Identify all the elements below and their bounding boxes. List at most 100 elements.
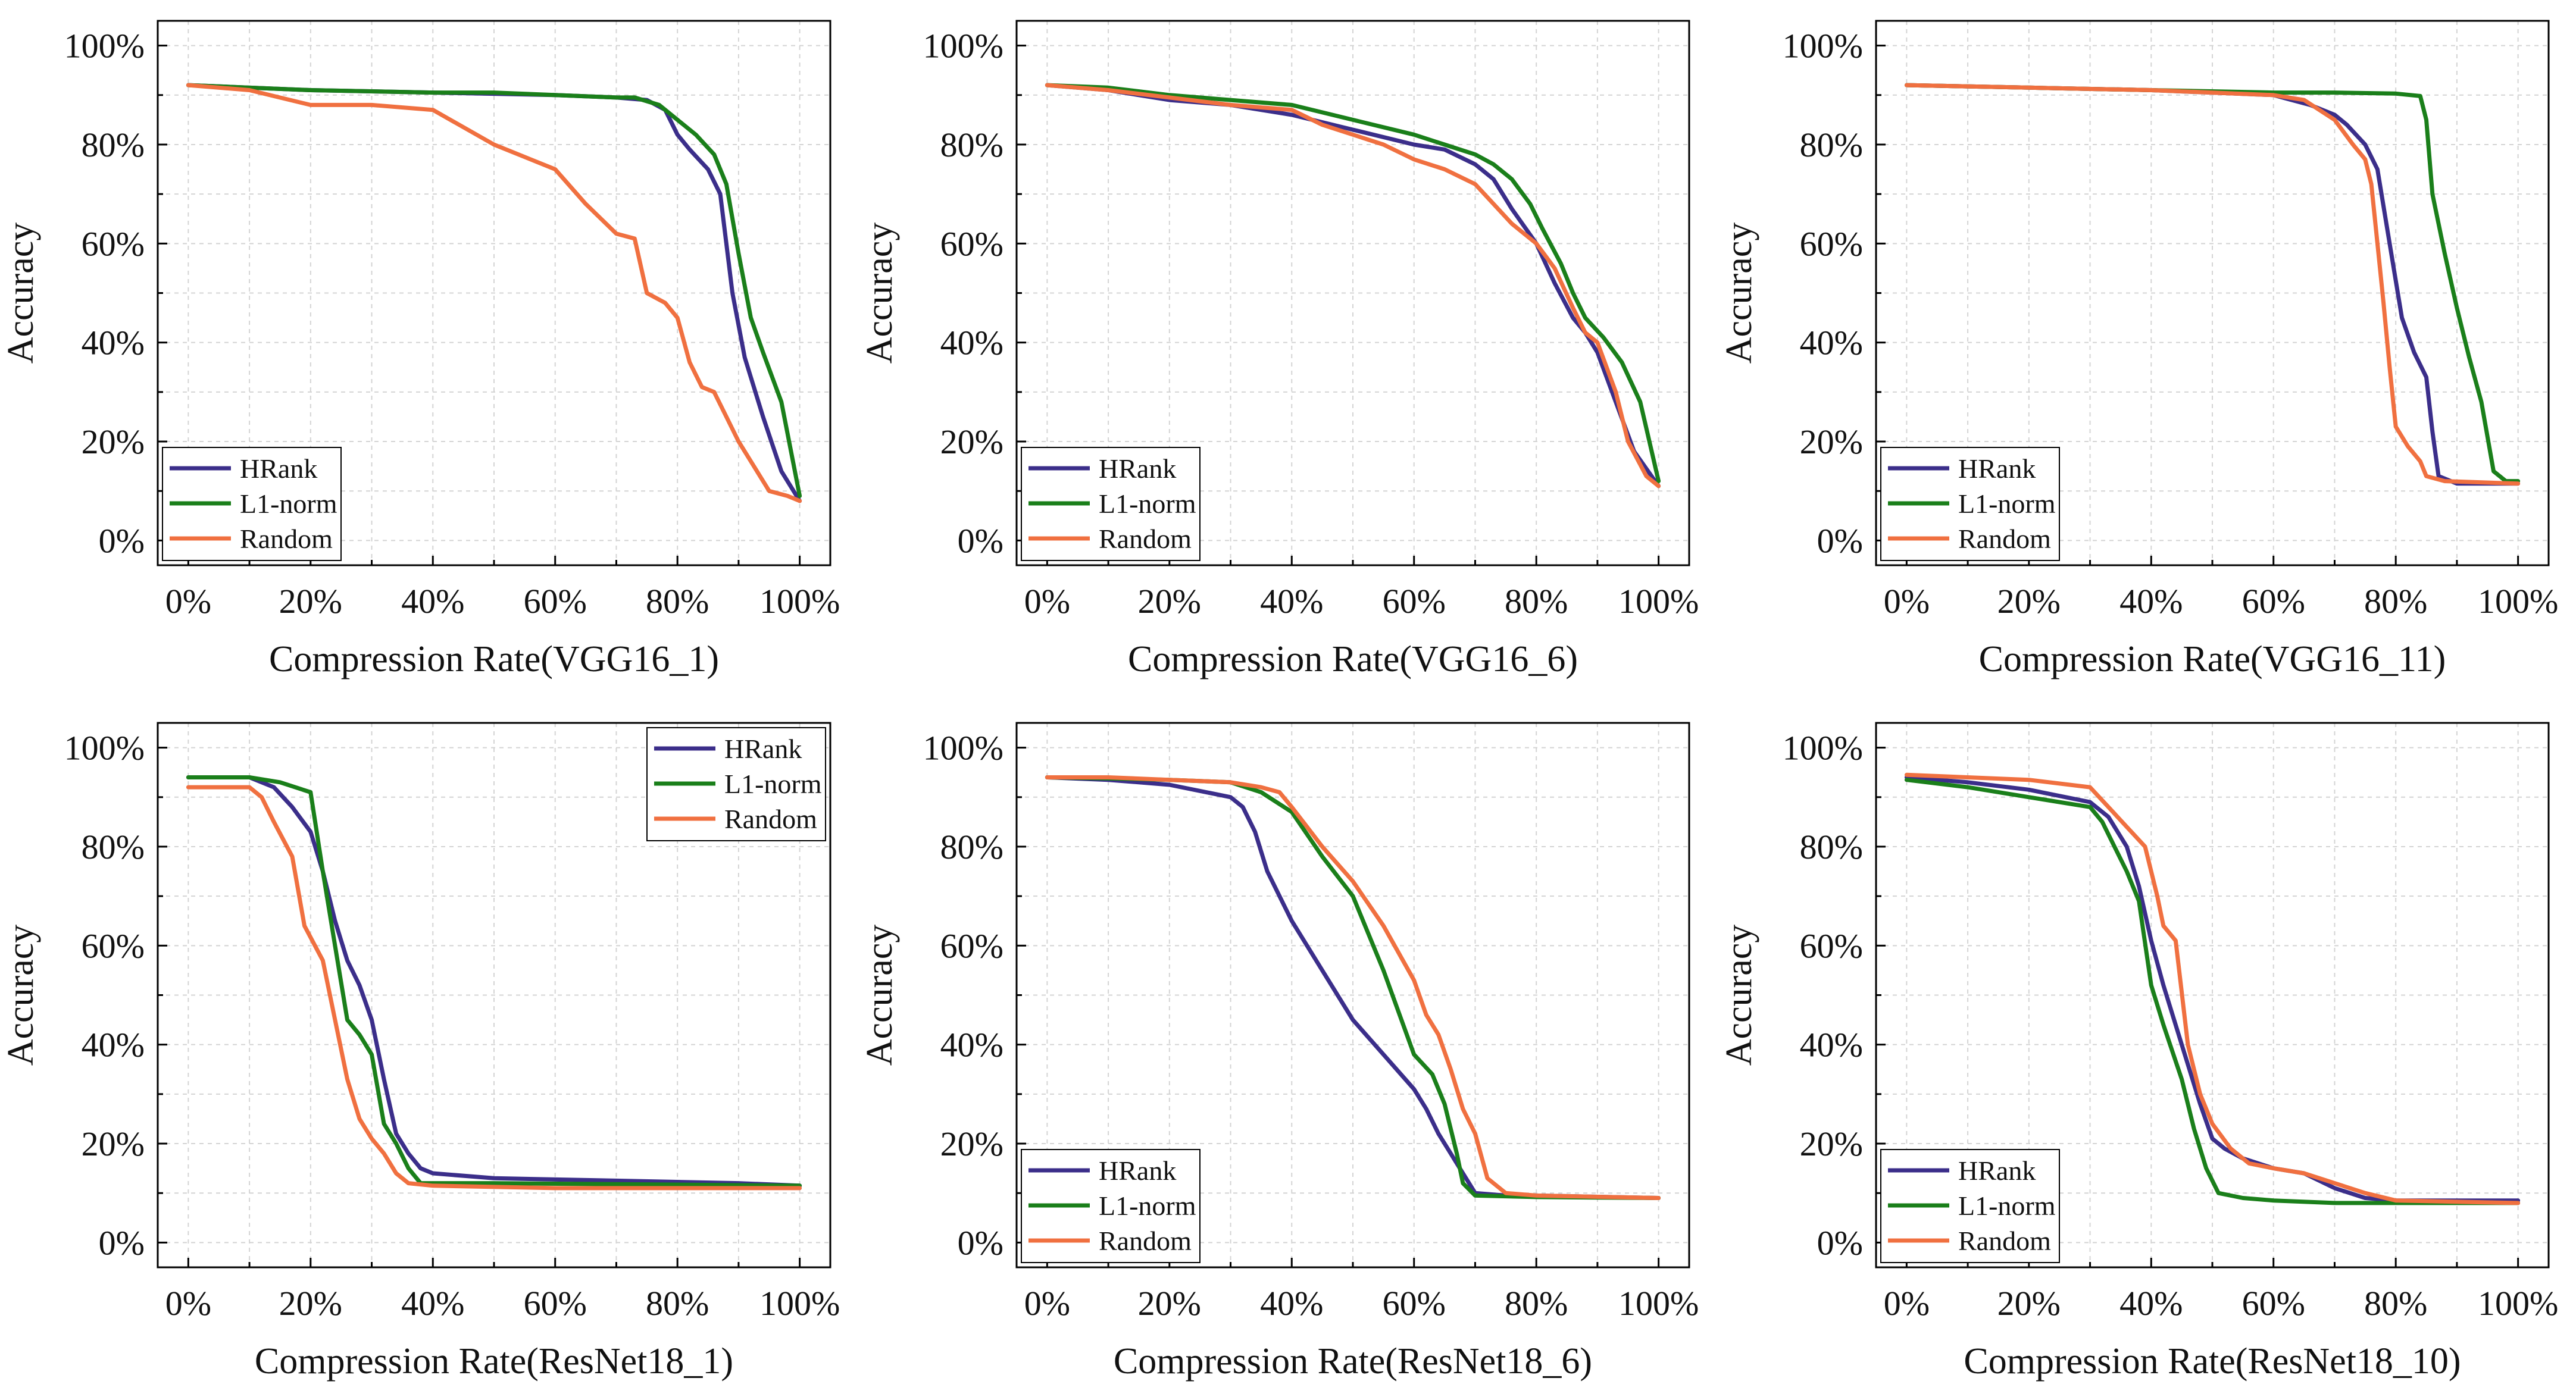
x-tick-label: 40% [401,1284,464,1323]
y-tick-label: 60% [82,224,145,263]
legend-label: HRank [1958,453,2036,484]
x-tick-label: 20% [1997,582,2061,621]
y-tick-label: 40% [82,324,145,362]
y-tick-label: 0% [1817,521,1863,560]
y-axis-title: Accuracy [1719,925,1759,1066]
x-tick-label: 40% [1260,1284,1323,1323]
y-tick-label: 20% [82,422,145,461]
chart-2: 0% 20% 40% 60% 80% 100% 0% 20% 40% 60% 80% 100% Comp… [859,20,1699,679]
legend-label: HRank [240,453,317,484]
x-tick-label: 20% [279,582,342,621]
x-tick-label: 40% [1260,582,1323,621]
x-tick-label: 60% [1383,582,1446,621]
x-tick-label: 20% [1997,1284,2061,1323]
legend: HRank L1-norm Random [1880,1149,2060,1263]
series-line-random [186,83,802,503]
legend-label: HRank [1099,453,1176,484]
y-tick-label: 0% [99,1223,145,1262]
x-tick-label: 100% [2478,1284,2558,1323]
legend: HRank L1-norm Random [1021,447,1201,561]
y-tick-label: 80% [1800,126,1863,164]
y-tick-label: 40% [1800,1026,1863,1064]
x-tick-label: 80% [1505,1284,1568,1323]
x-tick-label: 40% [401,582,464,621]
series-line-l1-norm [1904,778,2521,1205]
y-tick-label: 40% [940,324,1003,362]
legend-label: Random [1099,524,1192,554]
legend-label: L1-norm [1958,488,2056,519]
x-tick-label: 60% [524,1284,587,1323]
y-tick-label: 100% [923,27,1003,65]
legend-label: L1-norm [240,488,337,519]
legend-label: Random [1958,524,2051,554]
x-tick-label: 0% [1024,1284,1070,1323]
y-tick-label: 20% [940,1125,1003,1163]
chart-4: 0% 20% 40% 60% 80% 100% 0% 20% 40% 60% 80% 100% Comp… [1,722,840,1382]
legend-label: HRank [724,734,802,764]
x-tick-label: 80% [2364,1284,2427,1323]
y-tick-label: 60% [82,926,145,965]
y-tick-label: 100% [1783,27,1863,65]
x-tick-label: 40% [2119,1284,2183,1323]
y-tick-label: 100% [64,729,145,768]
series-line-hrank [1045,775,1661,1200]
series-line-random [1045,83,1661,488]
x-tick-label: 100% [759,1284,840,1323]
x-tick-label: 60% [2242,582,2305,621]
y-tick-label: 40% [1800,324,1863,362]
chart-1: 0% 20% 40% 60% 80% 100% 0% 20% 40% 60% 80% 100% Comp… [1,20,840,679]
x-axis-title: Compression Rate(VGG16_1) [269,639,719,679]
x-tick-label: 80% [646,1284,709,1323]
x-tick-label: 40% [2119,582,2183,621]
y-tick-label: 60% [940,224,1003,263]
series-line-hrank [186,775,802,1188]
x-tick-label: 60% [524,582,587,621]
x-tick-label: 100% [1618,582,1699,621]
legend-label: Random [1958,1226,2051,1256]
series-line-l1-norm [186,775,802,1188]
x-tick-label: 60% [2242,1284,2305,1323]
y-axis-title: Accuracy [1719,223,1759,364]
legend: HRank L1-norm Random [1021,1149,1201,1263]
x-tick-label: 80% [2364,582,2427,621]
y-tick-label: 60% [940,926,1003,965]
y-tick-label: 40% [82,1026,145,1064]
legend: HRank L1-norm Random [162,447,342,561]
chart-3: 0% 20% 40% 60% 80% 100% 0% 20% 40% 60% 80% 100% Comp… [1719,20,2558,679]
y-tick-label: 20% [1800,1125,1863,1163]
x-tick-label: 0% [1024,582,1070,621]
legend-label: Random [1099,1226,1192,1256]
x-tick-label: 0% [1884,1284,1930,1323]
x-axis-title: Compression Rate(ResNet18_6) [1114,1341,1592,1382]
x-tick-label: 100% [1618,1284,1699,1323]
y-tick-label: 100% [64,27,145,65]
y-tick-label: 80% [940,828,1003,866]
legend-label: L1-norm [1099,488,1196,519]
series-line-l1-norm [1045,83,1661,484]
series-line-l1-norm [186,83,802,498]
series-line-hrank [1904,775,2521,1203]
x-tick-label: 0% [1884,582,1930,621]
x-tick-label: 20% [279,1284,342,1323]
y-axis-title: Accuracy [1,223,41,364]
chart-6: 0% 20% 40% 60% 80% 100% 0% 20% 40% 60% 80% 100% Comp… [1719,722,2558,1382]
x-axis-title: Compression Rate(VGG16_11) [1979,639,2446,679]
legend-label: Random [724,804,817,834]
legend-label: HRank [1958,1155,2036,1186]
legend: HRank L1-norm Random [1880,447,2060,561]
y-tick-label: 0% [958,1223,1003,1262]
y-tick-label: 0% [1817,1223,1863,1262]
y-tick-label: 100% [923,729,1003,768]
y-tick-label: 80% [940,126,1003,164]
y-tick-label: 20% [82,1125,145,1163]
y-tick-label: 80% [82,828,145,866]
legend-label: Random [240,524,333,554]
x-tick-label: 100% [2478,582,2558,621]
series-line-random [1904,772,2521,1205]
x-tick-label: 0% [165,582,211,621]
y-tick-label: 20% [940,422,1003,461]
y-tick-label: 80% [82,126,145,164]
x-tick-label: 20% [1138,1284,1201,1323]
x-tick-label: 80% [1505,582,1568,621]
